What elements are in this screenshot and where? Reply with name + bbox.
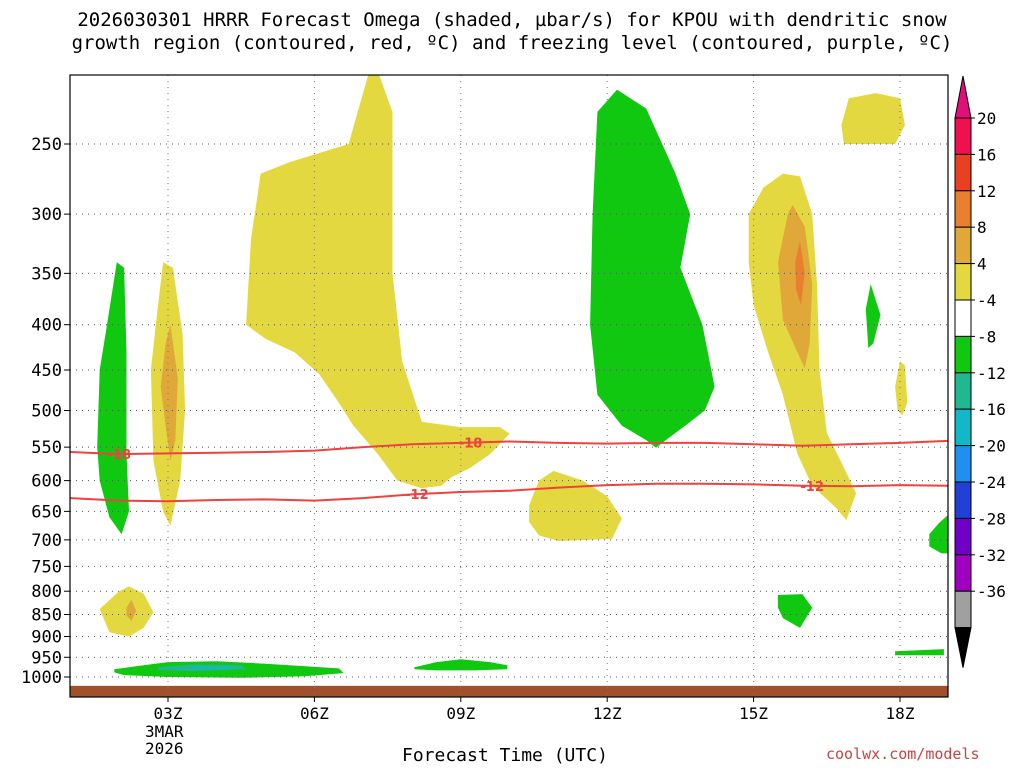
site-credit[interactable]: coolwx.com/models (826, 745, 980, 763)
date-label-month: 3MAR (145, 722, 184, 741)
colorbar-segment-5 (954, 299, 972, 337)
omega-region-14 (778, 594, 813, 628)
terrain-band (70, 685, 948, 697)
omega-region-19 (192, 666, 232, 669)
y-tick-label-400: 400 (31, 316, 62, 336)
x-tick-label-2: 03Z (154, 704, 183, 723)
omega-region-12 (865, 284, 881, 348)
colorbar-segment-1 (954, 153, 972, 192)
chart-title-line-2: growth region (contoured, red, ºC) and f… (71, 32, 953, 54)
colorbar-segment-6 (954, 335, 972, 374)
colorbar-segment-4 (954, 263, 972, 301)
omega-region-1 (126, 599, 137, 622)
omega-region-4 (160, 324, 178, 461)
omega-region-5 (246, 75, 510, 489)
colorbar-label-9: -20 (977, 437, 1006, 456)
contour-label-0-0: -18 (107, 448, 131, 463)
colorbar-segment-11 (954, 517, 972, 556)
omega-region-15 (929, 515, 948, 554)
omega-region-2 (97, 262, 129, 535)
colorbar-label-2: 12 (977, 182, 996, 201)
omega-region-11 (841, 93, 905, 144)
colorbar-segment-7 (954, 372, 972, 410)
x-axis-label: Forecast Time (UTC) (402, 745, 608, 766)
colorbar-label-6: -8 (977, 327, 996, 346)
y-tick-label-450: 450 (31, 361, 62, 381)
y-tick-label-250: 250 (31, 135, 62, 155)
colorbar-segment-0 (954, 117, 972, 155)
omega-region-6 (529, 470, 622, 541)
colorbar-label-0: 20 (977, 109, 996, 128)
omega-region-7 (590, 89, 715, 448)
y-tick-label-950: 950 (31, 648, 62, 668)
colorbar-label-13: -36 (977, 582, 1006, 601)
omega-region-10 (795, 241, 805, 305)
y-tick-label-850: 850 (31, 606, 62, 626)
colorbar-segment-3 (954, 226, 972, 265)
contour-label-0-1: -18 (459, 437, 483, 452)
omega-region-9 (778, 205, 813, 369)
colorbar-segment-13 (954, 590, 972, 629)
y-tick-label-900: 900 (31, 627, 62, 647)
y-tick-label-600: 600 (31, 472, 62, 492)
contour-line-1 (70, 482, 948, 503)
colorbar-label-7: -12 (977, 364, 1006, 383)
x-tick-label-17: 18Z (886, 704, 915, 723)
colorbar-label-8: -16 (977, 400, 1006, 419)
colorbar-label-10: -24 (977, 473, 1006, 492)
plot-frame (69, 74, 949, 698)
colorbar-bottom-triangle (954, 627, 972, 668)
x-tick-label-11: 12Z (593, 704, 622, 723)
y-tick-label-700: 700 (31, 531, 62, 551)
contour-line-0 (70, 439, 948, 456)
x-tick-label-5: 06Z (300, 704, 329, 723)
y-tick-label-500: 500 (31, 402, 62, 422)
colorbar-segment-12 (954, 554, 972, 592)
y-tick-label-300: 300 (31, 205, 62, 225)
y-tick-label-350: 350 (31, 264, 62, 284)
colorbar-label-11: -28 (977, 509, 1006, 528)
colorbar-top-triangle (954, 75, 972, 119)
colorbar-segment-9 (954, 445, 972, 483)
omega-region-20 (414, 659, 508, 671)
y-tick-label-650: 650 (31, 502, 62, 522)
y-tick-label-550: 550 (31, 438, 62, 458)
chart-title-line-1: 2026030301 HRRR Forecast Omega (shaded, … (77, 9, 947, 31)
contour-label-1-1: -12 (800, 480, 824, 495)
contour-label-1-0: -12 (405, 488, 429, 503)
colorbar-label-12: -32 (977, 546, 1006, 565)
colorbar-label-5: -4 (977, 291, 996, 310)
colorbar-label-3: 8 (977, 218, 987, 237)
y-tick-label-1000: 1000 (21, 668, 62, 688)
colorbar-label-4: 4 (977, 255, 987, 274)
omega-region-16 (895, 649, 944, 656)
colorbar-segment-8 (954, 408, 972, 447)
plot-content: -18 -18 -12 -12 (70, 75, 948, 697)
colorbar-label-1: 16 (977, 145, 996, 164)
x-tick-label-8: 09Z (446, 704, 475, 723)
y-tick-label-750: 750 (31, 557, 62, 577)
y-tick-label-800: 800 (31, 582, 62, 602)
omega-region-13 (895, 361, 908, 416)
x-tick-label-14: 15Z (739, 704, 768, 723)
colorbar-segment-2 (954, 190, 972, 228)
colorbar-segment-10 (954, 481, 972, 519)
date-label-year: 2026 (145, 739, 184, 758)
